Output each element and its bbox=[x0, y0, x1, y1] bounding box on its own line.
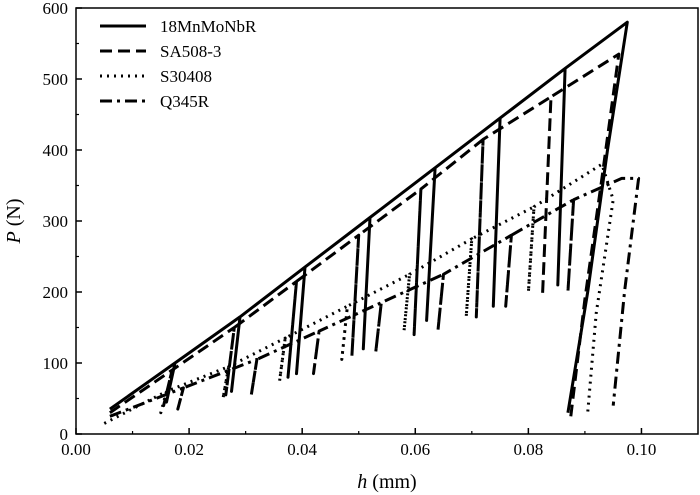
legend-label-0: 18MnMoNbR bbox=[160, 17, 257, 36]
x-tick-label: 0.06 bbox=[400, 440, 430, 459]
x-tick-label: 0.08 bbox=[513, 440, 543, 459]
y-tick-label: 0 bbox=[60, 425, 69, 444]
y-tick-label: 600 bbox=[43, 0, 69, 18]
x-tick-label: 0.10 bbox=[627, 440, 657, 459]
legend-label-2: S30408 bbox=[160, 67, 212, 86]
legend-label-1: SA508-3 bbox=[160, 42, 221, 61]
y-tick-label: 400 bbox=[43, 141, 69, 160]
plot-background bbox=[76, 8, 698, 434]
legend-label-3: Q345R bbox=[160, 92, 210, 111]
x-tick-label: 0.00 bbox=[61, 440, 91, 459]
legend: 18MnMoNbR SA508-3 S30408 Q345R bbox=[100, 17, 257, 111]
series-layer bbox=[103, 20, 641, 425]
y-axis-label: P (N) bbox=[3, 199, 25, 245]
ticks-layer: 0.00 0.02 0.04 0.06 0.08 0.10 0 100 200 300 400 500… bbox=[43, 0, 657, 459]
y-tick-label: 100 bbox=[43, 354, 69, 373]
series-line-1 bbox=[109, 52, 621, 417]
y-tick-label: 500 bbox=[43, 70, 69, 89]
x-tick-label: 0.02 bbox=[174, 440, 204, 459]
x-tick-label: 0.04 bbox=[287, 440, 317, 459]
y-tick-label: 300 bbox=[43, 212, 69, 231]
x-axis-label: h (mm) bbox=[357, 471, 416, 493]
y-tick-label: 200 bbox=[43, 283, 69, 302]
series-line-3 bbox=[109, 176, 641, 418]
series-line-0 bbox=[109, 20, 629, 413]
